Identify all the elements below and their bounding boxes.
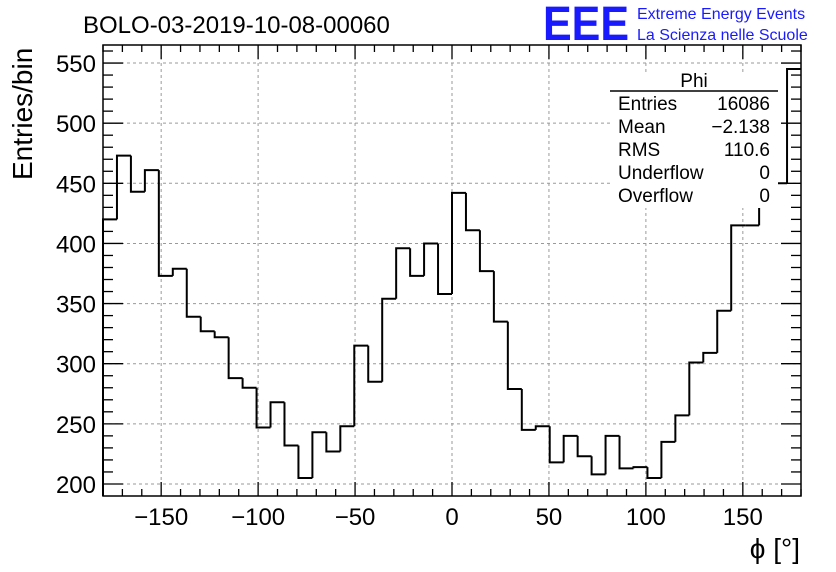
histogram-bin	[590, 456, 606, 476]
histogram-bin	[143, 169, 159, 192]
histogram-bin	[227, 337, 243, 380]
y-tick-label: 500	[56, 111, 96, 138]
histogram-bin	[478, 230, 494, 273]
histogram-bin	[576, 435, 592, 458]
histogram-bin	[437, 243, 452, 295]
histogram-bin	[395, 247, 411, 299]
histogram-bin	[171, 267, 187, 276]
histogram-bin	[730, 224, 746, 311]
y-tick-label: 450	[56, 171, 96, 198]
histogram-bin	[339, 425, 355, 452]
stats-value-entries: 16086	[717, 94, 770, 115]
x-tick-label: 0	[445, 504, 458, 531]
histogram-bin	[283, 402, 299, 447]
histogram-bin	[604, 434, 620, 475]
x-tick-label: −150	[134, 504, 188, 531]
histogram-bin	[716, 309, 732, 353]
brand-line-2: La Scienza nelle Scuole	[637, 27, 808, 44]
x-tick-label: 50	[536, 504, 563, 531]
histogram-bin	[311, 431, 327, 478]
histogram-bin	[660, 440, 676, 478]
axis-ticks	[102, 45, 802, 496]
histogram-bin	[269, 401, 285, 428]
brand-line-1: Extreme Energy Events	[637, 6, 805, 23]
histogram-bin	[213, 331, 229, 339]
eee-logo: EEE Extreme Energy Events La Scienza nel…	[543, 0, 808, 51]
stats-value-mean: −2.138	[711, 117, 770, 138]
stats-background	[610, 72, 778, 208]
histogram-bin	[157, 170, 173, 277]
histogram-bin	[492, 271, 508, 323]
y-tick-label: 350	[56, 292, 96, 319]
stats-label-mean: Mean	[618, 117, 666, 138]
y-tick-label: 250	[56, 412, 96, 439]
histogram-bin	[325, 432, 341, 453]
histogram-bin	[185, 268, 201, 318]
histogram-bin	[464, 192, 480, 232]
histogram-bin	[618, 435, 634, 470]
histogram-bin	[520, 388, 536, 431]
histogram-bin	[562, 434, 578, 463]
histogram-bin	[297, 445, 313, 479]
histogram-bin	[255, 387, 271, 429]
y-tick-label: 300	[56, 352, 96, 379]
stats-label-overflow: Overflow	[618, 186, 693, 207]
x-axis-title: ϕ [°]	[750, 533, 800, 564]
histogram-bin	[241, 378, 257, 389]
stats-value-underflow: 0	[759, 163, 770, 184]
x-tick-label: −50	[335, 504, 376, 531]
histogram-bin	[102, 218, 117, 496]
histogram-bin	[353, 344, 369, 427]
histogram-bin	[688, 361, 704, 416]
stats-label-entries: Entries	[618, 94, 677, 115]
chart-title: BOLO-03-2019-10-08-00060	[83, 12, 390, 39]
x-tick-label: 150	[723, 504, 763, 531]
eee-logo-text: EEE	[543, 0, 629, 51]
histogram-bin	[409, 248, 425, 277]
stats-label-underflow: Underflow	[618, 163, 704, 184]
histogram-bin	[367, 345, 383, 383]
tick-labels: −150 −100 −50 0 50 100 150 200 250 300 350 400 450 50…	[56, 51, 763, 531]
histogram-bin	[702, 351, 718, 363]
y-tick-label: 200	[56, 472, 96, 499]
x-tick-label: 100	[626, 504, 666, 531]
histogram-bin	[506, 321, 522, 390]
histogram-bin	[632, 466, 648, 469]
stats-value-overflow: 0	[759, 186, 770, 207]
plot-frame	[102, 44, 802, 497]
stats-value-rms: 110.6	[724, 140, 770, 161]
histogram-bin	[129, 155, 145, 193]
histogram-bin	[548, 426, 564, 464]
histogram-bin	[646, 467, 662, 479]
histogram-bin	[115, 154, 131, 220]
histogram-bin	[534, 425, 550, 430]
x-tick-label: −100	[231, 504, 285, 531]
histogram-bin	[199, 316, 215, 333]
stats-label-rms: RMS	[618, 140, 660, 161]
histogram-bin	[674, 414, 690, 442]
histogram-bin	[423, 242, 439, 276]
histogram-bin	[786, 68, 801, 184]
histogram-bin	[451, 191, 466, 294]
y-tick-label: 550	[56, 51, 96, 78]
stats-box: Phi Entries 16086 Mean −2.138 RMS 110.6 Underf…	[610, 71, 778, 208]
stats-name: Phi	[680, 71, 707, 92]
y-axis-title: Entries/bin	[7, 48, 38, 180]
y-tick-label: 400	[56, 231, 96, 258]
histogram-bin	[381, 297, 397, 382]
